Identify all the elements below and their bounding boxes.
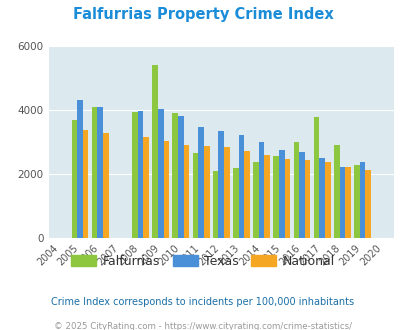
Bar (313, 117, 319, 238)
Bar (298, 152, 304, 238)
Bar (103, 133, 109, 238)
Bar (77, 100, 83, 238)
Bar (97, 107, 103, 238)
Bar (92, 107, 97, 238)
Bar (183, 145, 189, 238)
Bar (152, 65, 158, 238)
Bar (258, 142, 264, 238)
Bar (178, 116, 183, 238)
Bar (83, 130, 88, 238)
Bar (71, 119, 77, 238)
Bar (344, 167, 350, 238)
Bar (273, 156, 278, 238)
Bar (244, 151, 249, 238)
Bar (132, 112, 137, 238)
Bar (192, 153, 198, 238)
Bar (203, 146, 209, 238)
Bar (333, 145, 339, 238)
Bar (324, 162, 330, 238)
Legend: Falfurrias, Texas, National: Falfurrias, Texas, National (66, 249, 339, 273)
Bar (319, 158, 324, 238)
Bar (143, 137, 149, 238)
Bar (353, 165, 359, 238)
Text: © 2025 CityRating.com - https://www.cityrating.com/crime-statistics/: © 2025 CityRating.com - https://www.city… (54, 322, 351, 330)
Bar (137, 111, 143, 238)
Bar (278, 150, 284, 238)
Bar (158, 109, 163, 238)
Bar (364, 170, 370, 238)
Bar (224, 147, 229, 238)
Bar (163, 141, 169, 238)
Bar (198, 127, 203, 238)
Text: Crime Index corresponds to incidents per 100,000 inhabitants: Crime Index corresponds to incidents per… (51, 297, 354, 307)
Bar (339, 167, 344, 238)
Bar (304, 160, 310, 238)
Text: Falfurrias Property Crime Index: Falfurrias Property Crime Index (72, 7, 333, 21)
Bar (212, 171, 218, 238)
Bar (232, 168, 238, 238)
Bar (238, 135, 244, 238)
Bar (253, 162, 258, 238)
Bar (172, 113, 178, 238)
Bar (284, 159, 290, 238)
Bar (359, 162, 364, 238)
Bar (218, 131, 224, 238)
Bar (264, 155, 269, 238)
Bar (293, 142, 298, 238)
